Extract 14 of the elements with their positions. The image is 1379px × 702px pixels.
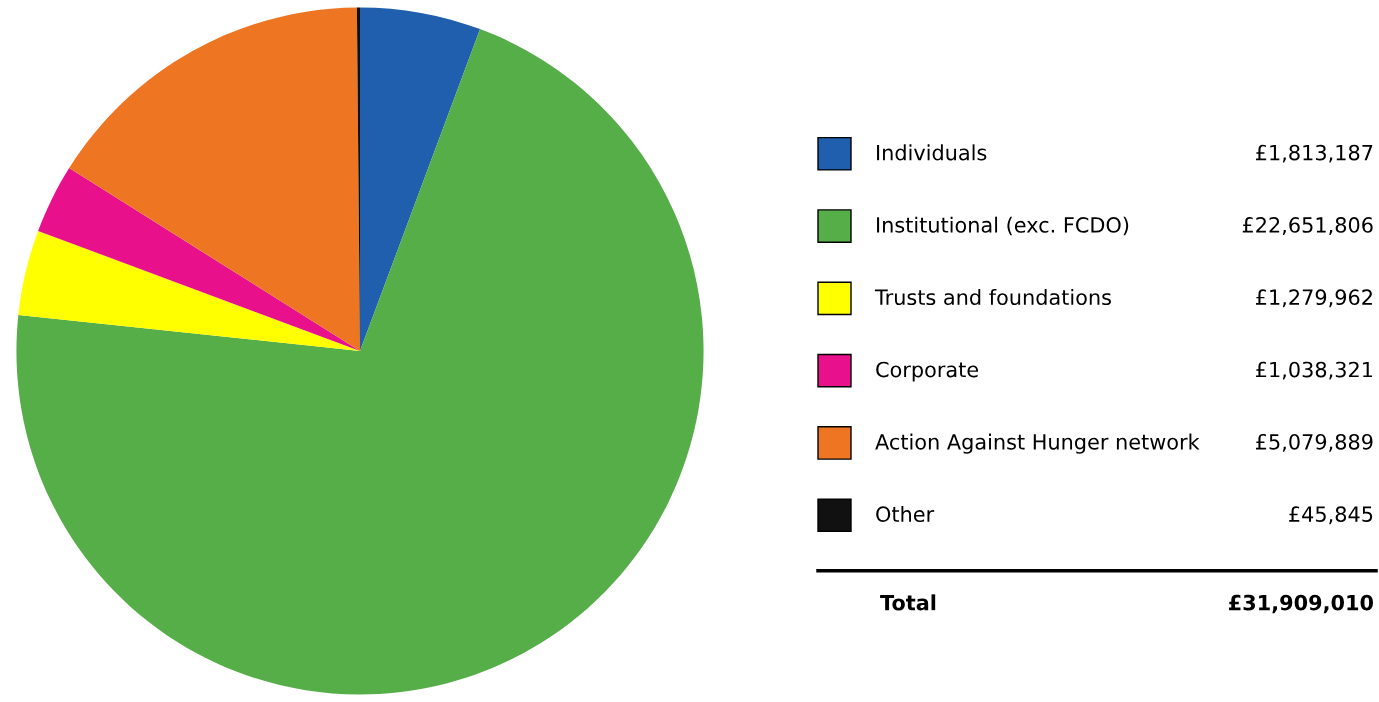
legend-label: Trusts and foundations [874, 288, 1111, 306]
data-label: £1,279,962 [1256, 289, 1372, 308]
legend-label: Corporate [876, 361, 979, 382]
data-label: £1,813,187 [1256, 144, 1373, 163]
data-label: £5,079,889 [1256, 433, 1373, 452]
legend-label: Institutional (exc. FCDO) [877, 216, 1129, 236]
text: £31,909,010 [1228, 594, 1374, 614]
legend-label: Action Against Hunger network [875, 433, 1200, 454]
data-label: £22,651,806 [1242, 217, 1373, 235]
legend-label: Individuals [877, 144, 987, 161]
legend-label: Other [876, 505, 935, 523]
data-label: £1,038,321 [1256, 361, 1373, 380]
data-label: £45,845 [1289, 506, 1373, 525]
text: Total [880, 594, 936, 611]
